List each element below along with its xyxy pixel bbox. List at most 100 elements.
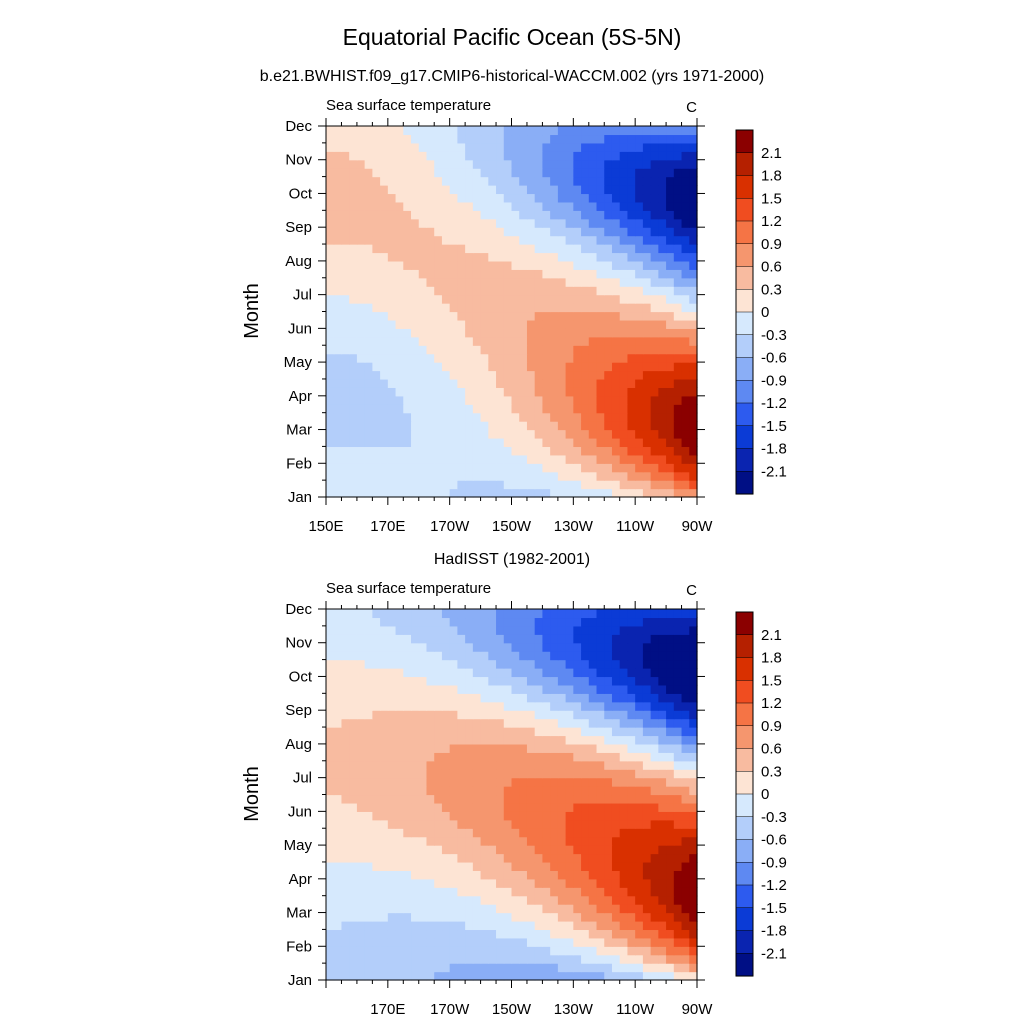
- contour-cell: [635, 625, 644, 635]
- contour-cell: [418, 269, 428, 279]
- contour-cell: [341, 353, 350, 363]
- contour-cell: [472, 735, 482, 745]
- contour-cell: [596, 676, 605, 686]
- contour-cell: [604, 328, 613, 338]
- contour-cell: [611, 710, 621, 720]
- contour-cell: [341, 269, 350, 279]
- contour-cell: [619, 971, 629, 981]
- contour-cell: [557, 929, 567, 939]
- contour-cell: [534, 912, 544, 922]
- contour-cell: [426, 870, 435, 880]
- contour-cell: [519, 286, 528, 296]
- contour-cell: [395, 277, 404, 287]
- contour-cell: [557, 446, 567, 456]
- contour-cell: [542, 176, 551, 186]
- contour-cell: [457, 710, 466, 720]
- contour-cell: [364, 311, 373, 321]
- contour-cell: [380, 336, 389, 346]
- contour-cell: [418, 471, 428, 481]
- contour-cell: [658, 345, 667, 355]
- contour-cell: [534, 828, 544, 838]
- contour-cell: [472, 878, 482, 888]
- contour-cell: [326, 463, 335, 473]
- contour-cell: [480, 735, 489, 745]
- contour-cell: [511, 404, 520, 414]
- contour-cell: [666, 895, 675, 905]
- contour-cell: [364, 828, 373, 838]
- contour-cell: [550, 404, 559, 414]
- contour-cell: [387, 463, 397, 473]
- contour-cell: [480, 684, 489, 694]
- contour-cell: [565, 378, 574, 388]
- colorbar-swatch: [735, 243, 754, 268]
- contour-cell: [666, 210, 675, 220]
- contour-cell: [441, 311, 451, 321]
- contour-cell: [333, 651, 343, 661]
- contour-cell: [627, 651, 636, 661]
- contour-cell: [526, 802, 536, 812]
- contour-cell: [441, 168, 451, 178]
- contour-cell: [519, 463, 528, 473]
- contour-cell: [581, 735, 590, 745]
- contour-cell: [380, 836, 389, 846]
- contour-cell: [349, 845, 358, 855]
- contour-cell: [596, 227, 605, 237]
- contour-cell: [349, 269, 358, 279]
- contour-cell: [418, 642, 428, 652]
- contour-cell: [581, 412, 590, 422]
- contour-cell: [519, 811, 528, 821]
- contour-cell: [635, 126, 644, 136]
- contour-cell: [380, 769, 389, 779]
- contour-cell: [356, 168, 366, 178]
- contour-cell: [673, 471, 683, 481]
- contour-cell: [426, 659, 435, 669]
- contour-cell: [573, 269, 582, 279]
- contour-cell: [326, 853, 335, 863]
- contour-cell: [387, 176, 397, 186]
- contour-cell: [480, 668, 489, 678]
- contour-cell: [503, 625, 513, 635]
- contour-cell: [627, 634, 636, 644]
- contour-cell: [596, 454, 605, 464]
- contour-cell: [449, 370, 458, 380]
- contour-cell: [573, 929, 582, 939]
- contour-cell: [689, 760, 698, 770]
- contour-cell: [650, 845, 659, 855]
- contour-cell: [380, 946, 389, 956]
- contour-cell: [658, 971, 667, 981]
- contour-cell: [542, 260, 551, 270]
- contour-cell: [681, 328, 690, 338]
- contour-cell: [503, 710, 513, 720]
- contour-cell: [480, 429, 489, 439]
- contour-cell: [565, 370, 574, 380]
- contour-cell: [658, 311, 667, 321]
- contour-cell: [434, 920, 443, 931]
- contour-cell: [372, 659, 381, 669]
- contour-cell: [387, 676, 397, 686]
- contour-cell: [581, 929, 590, 939]
- contour-cell: [341, 735, 350, 745]
- colorbar-swatch: [735, 129, 754, 154]
- contour-cell: [650, 193, 659, 203]
- contour-cell: [356, 676, 366, 686]
- contour-cell: [411, 277, 420, 287]
- contour-cell: [472, 769, 482, 779]
- contour-cell: [411, 421, 420, 431]
- contour-cell: [604, 609, 613, 619]
- contour-cell: [650, 168, 659, 178]
- contour-cell: [611, 370, 621, 380]
- contour-cell: [333, 168, 343, 178]
- contour-cell: [666, 134, 675, 144]
- contour-cell: [611, 735, 621, 745]
- contour-cell: [611, 853, 621, 863]
- contour-cell: [434, 126, 443, 136]
- contour-cell: [472, 861, 482, 871]
- contour-cell: [341, 617, 350, 627]
- contour-cell: [511, 395, 520, 405]
- contour-cell: [372, 929, 381, 939]
- contour-cell: [441, 777, 451, 787]
- contour-cell: [503, 794, 513, 804]
- contour-cell: [673, 786, 683, 796]
- contour-cell: [441, 887, 451, 897]
- contour-cell: [673, 963, 683, 973]
